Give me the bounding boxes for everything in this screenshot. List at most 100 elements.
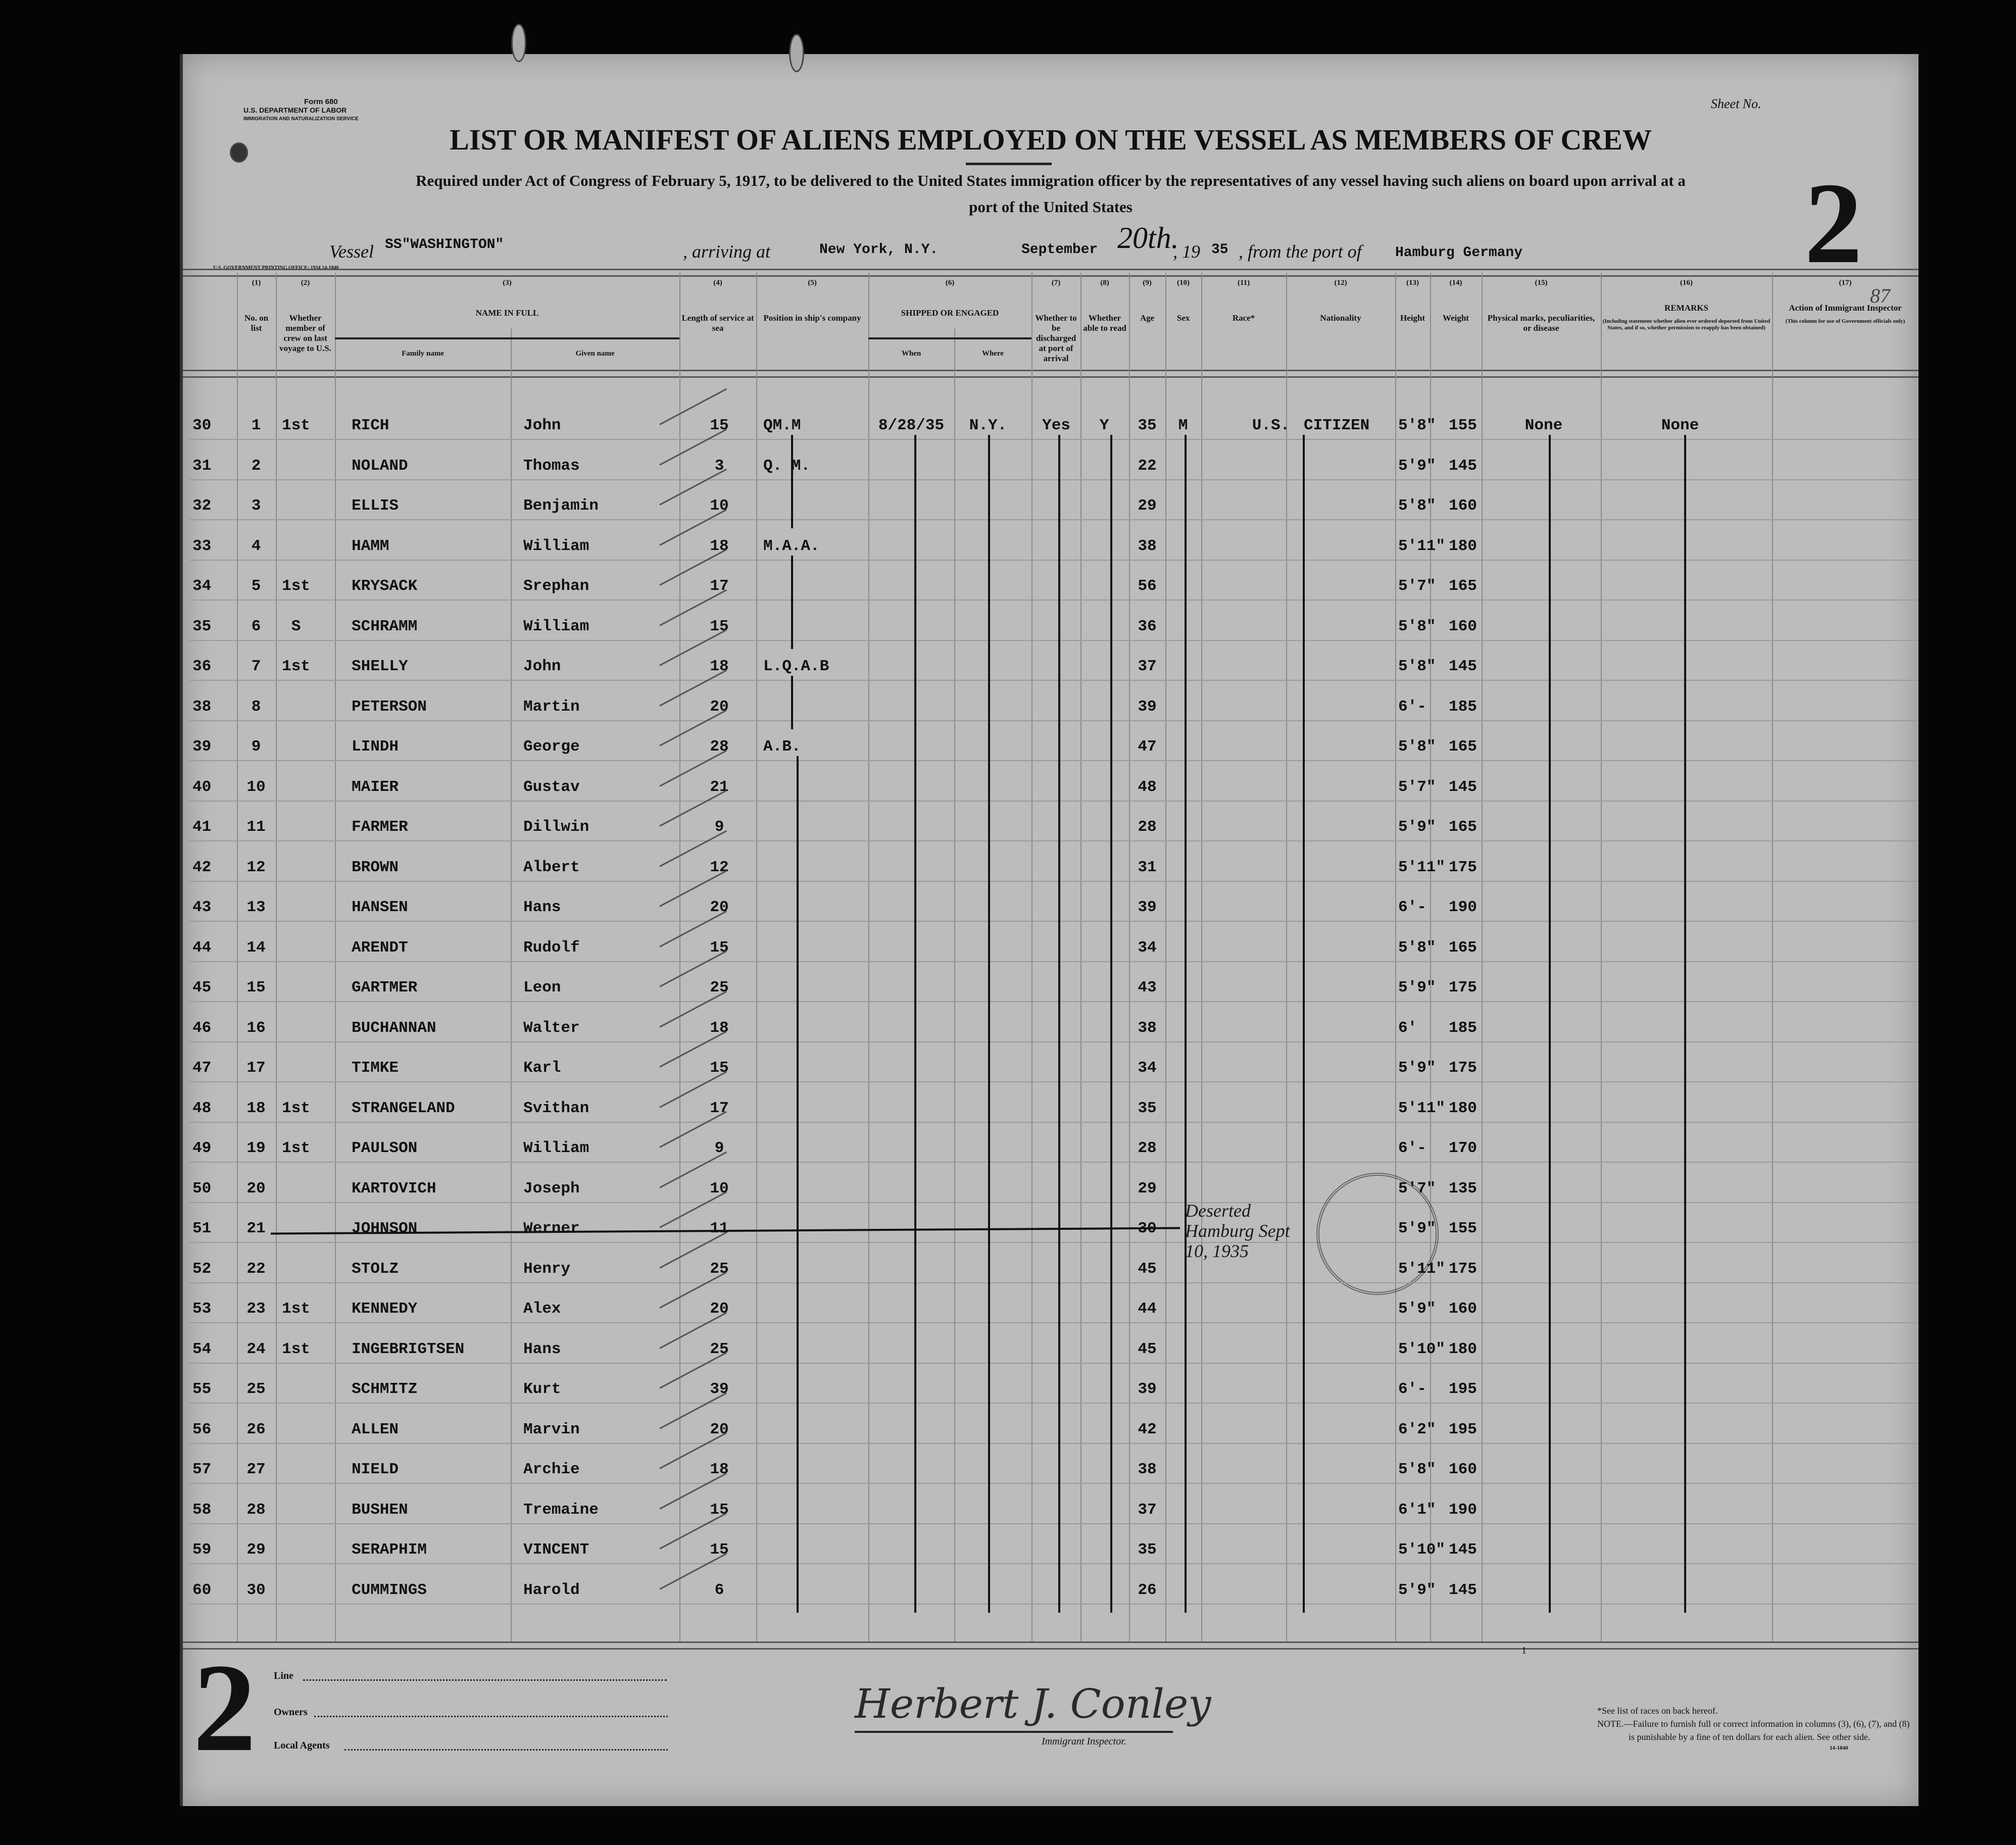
title-rule: [966, 163, 1052, 165]
cell-service: 20: [710, 899, 729, 916]
cell-line: 43: [192, 899, 212, 916]
cell-no: 6: [251, 617, 261, 635]
cell-family: ARENDT: [352, 938, 408, 957]
cell-height: 6'-: [1398, 1380, 1427, 1398]
penalty-note-continued: is punishable by a fine of ten dollars f…: [1629, 1732, 1871, 1742]
cell-weight: 145: [1449, 658, 1477, 675]
cell-family: KENNEDY: [352, 1300, 418, 1318]
cell-no: 12: [247, 858, 266, 876]
cell-age: 47: [1138, 738, 1157, 756]
arrival-port: New York, N.Y.: [819, 242, 939, 258]
column-divider: [756, 273, 757, 1641]
ditto-mark: [1684, 435, 1686, 1613]
cell-position: QM.M: [763, 417, 801, 434]
cell-line: 40: [192, 778, 212, 796]
header-bottom-rule: [183, 370, 1919, 378]
cell-sex: M: [1178, 417, 1188, 434]
cell-no: 2: [251, 457, 261, 475]
cell-given: William: [523, 617, 589, 635]
cell-family: BUSHEN: [352, 1501, 408, 1519]
cell-given: Harold: [523, 1581, 580, 1599]
cell-age: 31: [1138, 858, 1157, 876]
cell-given: Tremaine: [523, 1501, 599, 1519]
local-agents-field[interactable]: [345, 1749, 668, 1751]
cell-family: SCHRAMM: [352, 617, 418, 635]
cell-weight: 145: [1449, 457, 1477, 475]
cell-given: Archie: [523, 1461, 580, 1478]
cell-no: 10: [247, 778, 266, 796]
cell-line: 60: [192, 1581, 212, 1599]
cell-family: INGEBRIGTSEN: [352, 1340, 465, 1358]
row-rule: [189, 1403, 1919, 1404]
cell-service: 18: [710, 1461, 729, 1478]
cell-height: 5'8": [1398, 1461, 1436, 1478]
cell-height: 5'11": [1398, 537, 1446, 555]
cell-no: 21: [247, 1220, 266, 1237]
cell-weight: 175: [1449, 1260, 1477, 1278]
row-rule: [189, 639, 1919, 641]
cell-given: Gustav: [523, 778, 580, 796]
cell-weight: 180: [1449, 537, 1477, 555]
cell-height: 5'7": [1398, 778, 1436, 796]
cell-given: Dillwin: [523, 818, 589, 836]
cell-remarks: None: [1661, 417, 1699, 434]
cell-weight: 195: [1449, 1420, 1477, 1438]
line-field[interactable]: [303, 1679, 667, 1681]
cell-weight: 160: [1449, 617, 1477, 635]
column-header: SHIPPED OR ENGAGED: [901, 308, 999, 318]
column-number: (4): [713, 279, 722, 287]
cell-height: 5'9": [1398, 1059, 1436, 1077]
form-code: 14-1840: [1830, 1745, 1848, 1751]
cell-line: 34: [192, 577, 212, 595]
cell-age: 22: [1138, 457, 1157, 475]
cell-position: L.Q.A.B: [763, 658, 829, 675]
races-note: *See list of races on back hereof.: [1597, 1706, 1718, 1716]
cell-family: LINDH: [352, 738, 399, 756]
column-header: Action of Immigrant Inspector: [1789, 303, 1902, 313]
cell-height: 5'7": [1398, 577, 1436, 595]
printer-note: U.S. GOVERNMENT PRINTING OFFICE: 1934 14…: [213, 265, 339, 271]
owners-field[interactable]: [314, 1716, 668, 1717]
column-header-note: (Including statement whether alien ever …: [1602, 318, 1771, 331]
from-label: , from the port of: [1239, 241, 1362, 262]
cell-nationality: CITIZEN: [1304, 417, 1370, 434]
cell-last: 1st: [282, 1099, 310, 1117]
column-divider: [1286, 273, 1287, 1641]
cell-given: Albert: [523, 858, 580, 876]
cell-family: NOLAND: [352, 457, 408, 475]
cell-line: 55: [192, 1380, 212, 1398]
department: U.S. DEPARTMENT OF LABOR: [243, 106, 347, 114]
cell-service: 9: [714, 1139, 724, 1157]
cell-weight: 180: [1449, 1340, 1477, 1358]
cell-last: 1st: [282, 1300, 310, 1318]
row-rule: [189, 439, 1919, 440]
footer-sheet-number: 2: [193, 1638, 256, 1778]
cell-no: 11: [247, 818, 266, 836]
cell-no: 17: [247, 1059, 266, 1077]
cell-height: 5'9": [1398, 1300, 1436, 1318]
handwritten-annotation: Deserted Hamburg Sept 10, 1935: [1185, 1201, 1290, 1261]
cell-no: 20: [247, 1179, 266, 1198]
cell-last: 1st: [282, 417, 310, 434]
table-top-rule: [183, 269, 1919, 277]
cell-height: 5'8": [1398, 497, 1436, 515]
inspector-label: Immigrant Inspector.: [1042, 1736, 1126, 1747]
cell-given: Rudolf: [523, 938, 580, 957]
cell-position: M.A.A.: [763, 537, 820, 555]
row-rule: [189, 1523, 1919, 1524]
cell-service: 6: [714, 1581, 724, 1599]
cell-no: 22: [247, 1260, 266, 1278]
cell-age: 38: [1138, 1461, 1157, 1478]
cell-height: 5'8": [1398, 658, 1436, 675]
cell-family: ELLIS: [352, 497, 399, 515]
column-header: NAME IN FULL: [475, 308, 539, 318]
cell-weight: 170: [1449, 1139, 1477, 1157]
row-rule: [189, 800, 1919, 802]
cell-weight: 190: [1449, 899, 1477, 916]
cell-height: 6'-: [1398, 899, 1427, 916]
row-rule: [189, 1242, 1919, 1243]
cell-no: 19: [247, 1139, 266, 1157]
cell-family: NIELD: [352, 1461, 399, 1478]
cell-weight: 180: [1449, 1099, 1477, 1117]
